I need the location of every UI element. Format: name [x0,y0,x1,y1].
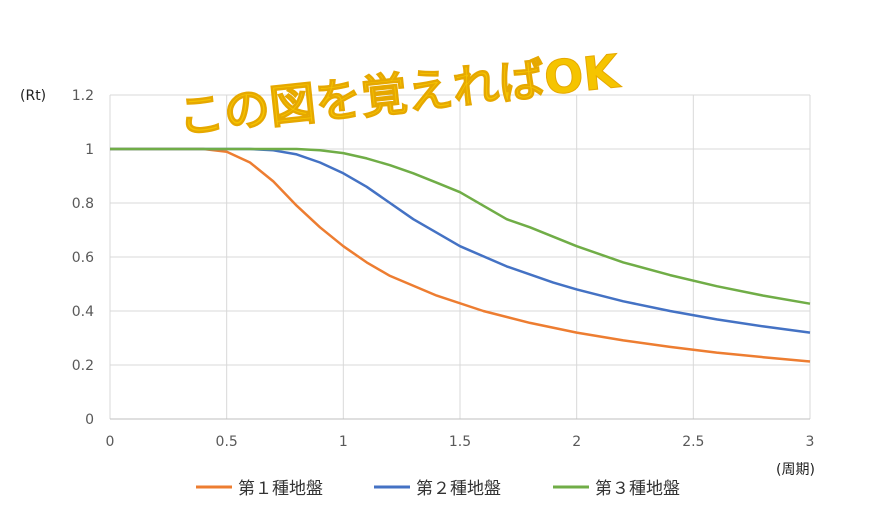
chart-ticks: 0 0.2 0.4 0.6 0.8 1 1.2 0 0.5 1 1.5 2 2.5 3 [72,88,815,450]
x-tick-label: 3 [806,434,815,450]
chart-series [110,147,811,363]
y-tick-label: 1 [85,142,94,158]
x-tick-label: 2.5 [682,434,704,450]
y-axis-label: (Rt) [20,88,46,104]
series-line-1 [110,147,811,363]
y-tick-label: 0.2 [72,358,94,374]
series-line-2 [110,147,811,334]
x-tick-label: 0.5 [216,434,238,450]
legend-label-1: 第１種地盤 [238,479,323,499]
x-tick-label: 1 [339,434,348,450]
legend-label-3: 第３種地盤 [595,479,680,499]
y-tick-label: 0.6 [72,250,94,266]
x-tick-label: 0 [106,434,115,450]
chart-legend: 第１種地盤 第２種地盤 第３種地盤 [196,479,680,499]
x-axis-label: (周期) [776,462,815,478]
y-tick-label: 0.8 [72,196,94,212]
overlay-caption: この図を覚えればOK [176,44,624,144]
legend-label-2: 第２種地盤 [416,479,501,499]
chart-grid [109,94,811,420]
y-tick-label: 1.2 [72,88,94,104]
x-tick-label: 2 [572,434,581,450]
series-line-3 [110,147,811,305]
x-tick-label: 1.5 [449,434,471,450]
y-tick-label: 0 [85,412,94,428]
y-tick-label: 0.4 [72,304,94,320]
